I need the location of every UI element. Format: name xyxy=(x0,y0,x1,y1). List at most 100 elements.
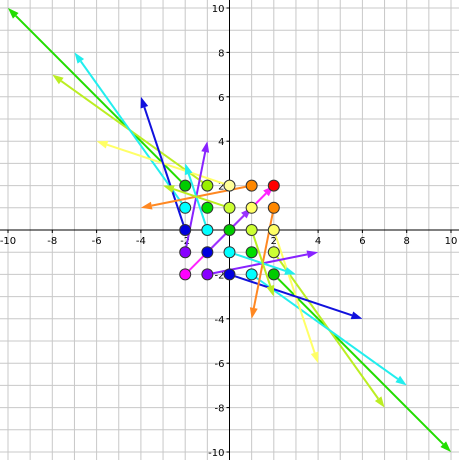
vector-head xyxy=(8,8,19,19)
vector-shaft xyxy=(143,106,187,231)
vector-head xyxy=(306,250,319,259)
x-tick-label: 4 xyxy=(315,236,321,247)
x-tick-label: -6 xyxy=(92,236,102,247)
vectors xyxy=(8,8,451,452)
vector-head xyxy=(284,267,296,275)
vector-head xyxy=(350,311,363,320)
x-tick-label: 8 xyxy=(404,236,410,247)
vector-shaft xyxy=(229,273,353,317)
point xyxy=(223,224,236,236)
y-tick-label: 2 xyxy=(218,182,224,193)
vector-shaft xyxy=(207,253,308,276)
point xyxy=(267,179,280,192)
x-tick-label: 10 xyxy=(445,236,458,247)
point xyxy=(267,201,280,214)
vector xyxy=(96,140,230,187)
y-tick-label: 6 xyxy=(218,93,224,104)
vector-shaft xyxy=(252,207,275,309)
vector xyxy=(229,273,363,320)
vector xyxy=(250,229,275,297)
point xyxy=(267,224,280,236)
vector-head xyxy=(266,284,275,297)
vector-shaft xyxy=(15,15,186,187)
point xyxy=(223,179,236,192)
vector-shaft xyxy=(60,80,208,187)
vector xyxy=(272,229,319,364)
vector-head xyxy=(249,307,258,319)
vector-shaft xyxy=(184,151,207,253)
vector-head xyxy=(201,141,210,153)
y-tick-label: 4 xyxy=(218,137,224,148)
vector-shaft xyxy=(151,184,252,207)
points xyxy=(179,179,280,281)
y-tick-label: 8 xyxy=(218,48,224,59)
vector xyxy=(140,96,187,231)
vector xyxy=(8,8,186,187)
vector-head xyxy=(96,140,109,149)
vector-head xyxy=(140,201,153,210)
vector-shaft xyxy=(80,60,187,209)
point xyxy=(267,268,280,281)
vector-head xyxy=(440,441,451,452)
point xyxy=(201,179,214,192)
point xyxy=(179,179,192,192)
point xyxy=(245,246,258,259)
point xyxy=(223,201,236,214)
point xyxy=(201,246,214,259)
vector-shaft xyxy=(273,273,444,445)
vector-shaft xyxy=(250,229,272,287)
point xyxy=(267,246,280,259)
vector-head xyxy=(74,52,85,64)
vector xyxy=(163,185,230,209)
vector-shaft xyxy=(106,143,230,187)
vector-head xyxy=(52,74,64,85)
vector xyxy=(74,52,187,209)
y-tick-label: 10 xyxy=(212,4,225,15)
vector-shaft xyxy=(173,188,230,209)
vector-head xyxy=(163,185,175,193)
vector xyxy=(251,273,407,386)
vector-shaft xyxy=(229,251,286,272)
point xyxy=(245,179,258,192)
point xyxy=(245,201,258,214)
point xyxy=(201,224,214,236)
point xyxy=(179,246,192,259)
vector xyxy=(229,251,296,275)
point xyxy=(179,201,192,214)
vector-shaft xyxy=(187,173,209,231)
point xyxy=(245,224,258,236)
vector-shaft xyxy=(272,229,316,354)
y-tick-label: -10 xyxy=(208,448,224,459)
point xyxy=(223,246,236,259)
point xyxy=(179,268,192,281)
vector-head xyxy=(395,375,407,386)
vector-head xyxy=(374,396,385,408)
vector-shaft xyxy=(272,251,379,400)
x-tick-label: 6 xyxy=(359,236,365,247)
point xyxy=(223,268,236,281)
vector-head xyxy=(310,351,319,364)
x-tick-label: 2 xyxy=(271,236,277,247)
vector xyxy=(249,207,275,319)
vector xyxy=(273,273,451,452)
point xyxy=(201,201,214,214)
vector xyxy=(184,163,209,231)
point xyxy=(179,224,192,236)
y-tick-label: -6 xyxy=(215,359,225,370)
x-tick-label: -2 xyxy=(180,236,190,247)
y-tick-label: -2 xyxy=(215,270,225,281)
vector xyxy=(52,74,208,187)
vector-head xyxy=(140,96,149,109)
y-tick-label: -4 xyxy=(215,315,225,326)
point xyxy=(201,268,214,281)
vector-head xyxy=(184,163,193,176)
y-tick-label: -8 xyxy=(215,404,225,415)
vector xyxy=(207,250,319,276)
vector xyxy=(272,251,385,408)
vector-shaft xyxy=(251,273,399,380)
x-tick-label: -8 xyxy=(47,236,57,247)
x-tick-label: -4 xyxy=(136,236,146,247)
point xyxy=(245,268,258,281)
